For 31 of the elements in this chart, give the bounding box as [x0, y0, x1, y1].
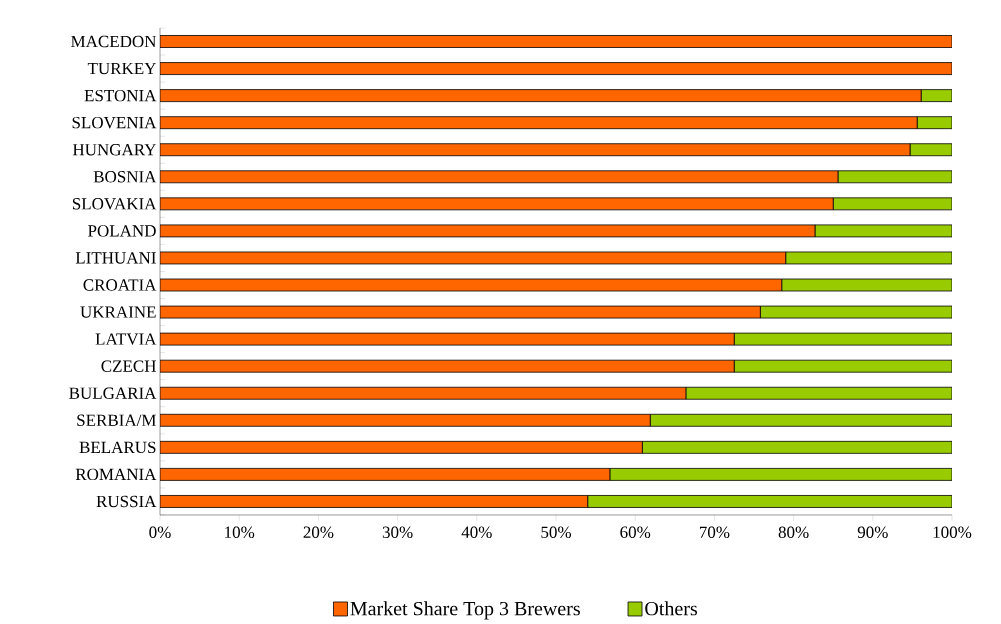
x-tick-label: 100% [933, 526, 972, 539]
x-tick-label: 30% [382, 526, 413, 539]
x-tick-label: 60% [620, 526, 651, 539]
y-tick-label: SLOVENIA [72, 116, 157, 129]
y-tick-label: CZECH [101, 360, 156, 372]
y-tick-label: POLAND [88, 225, 156, 237]
x-tick-label: 40% [461, 526, 492, 539]
x-tick-label: 20% [303, 526, 334, 539]
x-tick-label: 70% [699, 526, 730, 539]
y-tick-label: ROMANIA [75, 468, 157, 481]
x-tick-label: 90% [857, 526, 888, 539]
y-tick-label: BOSNIA [93, 171, 157, 183]
legend-label: Market Share Top 3 Brewers [350, 601, 580, 620]
x-tick-label: 10% [225, 526, 255, 539]
x-tick-label: 80% [778, 526, 809, 539]
y-tick-label: SLOVAKIA [72, 198, 157, 210]
y-tick-label: MACEDON [71, 35, 157, 48]
y-tick-label: BELARUS [79, 441, 156, 454]
y-tick-label: SERBIA/M [77, 414, 156, 427]
legend-label: Others [645, 601, 698, 616]
y-tick-label: RUSSIA [96, 495, 157, 508]
x-tick-label: 0% [149, 526, 171, 539]
y-tick-label: TURKEY [87, 62, 157, 75]
x-tick-label: 50% [541, 526, 572, 539]
y-tick-label: HUNGARY [72, 144, 157, 156]
y-tick-label: LITHUANI [75, 252, 156, 264]
y-tick-label: LATVIA [95, 333, 157, 345]
y-tick-label: CROATIA [83, 279, 157, 291]
y-tick-label: BULGARIA [69, 387, 157, 399]
y-tick-label: UKRAINE [80, 306, 156, 318]
y-tick-label: ESTONIA [84, 89, 157, 102]
